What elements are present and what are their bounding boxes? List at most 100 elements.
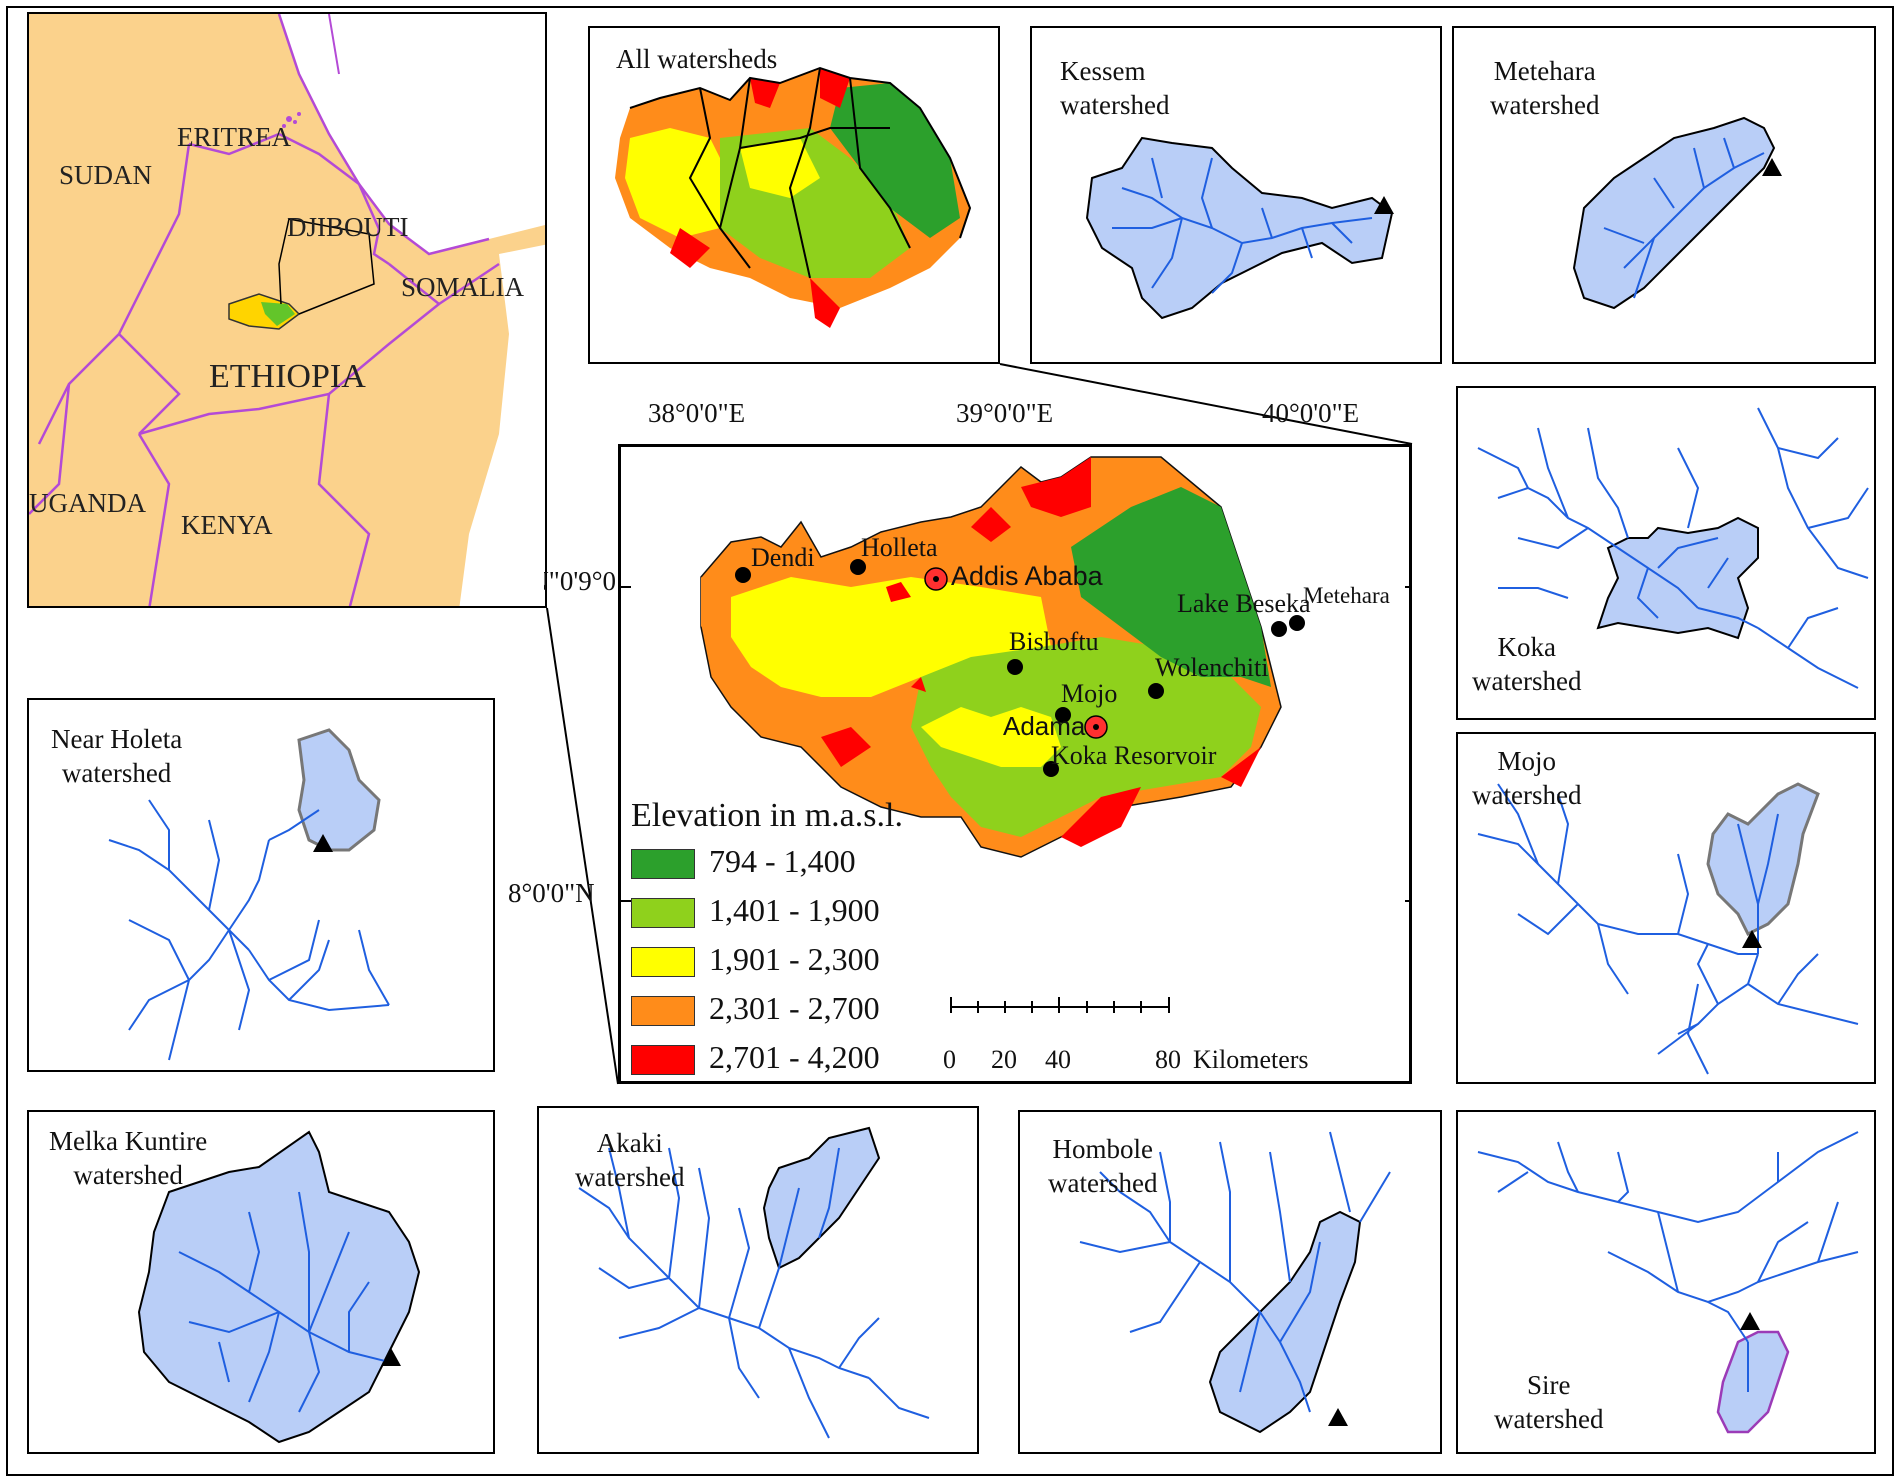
panel-title-hombole: Hombole watershed bbox=[1048, 1134, 1158, 1198]
legend-label-4: 2,301 - 2,700 bbox=[709, 990, 880, 1026]
panel-metehara: Metehara watershed bbox=[1452, 26, 1876, 364]
legend-swatch-2 bbox=[631, 898, 695, 928]
scale-bar bbox=[950, 997, 1170, 1013]
indian-ocean-water bbox=[459, 244, 545, 606]
panel-koka: Koka watershed bbox=[1456, 386, 1876, 720]
town-marker-mojo bbox=[1055, 707, 1071, 723]
country-label-djibouti: DJIBOUTI bbox=[287, 212, 409, 242]
panel-all-watersheds: All watersheds bbox=[588, 26, 1000, 364]
panel-title-melka: Melka Kuntire watershed bbox=[49, 1126, 208, 1190]
main-map-area: Dendi Holleta Addis Ababa Lake Beseka Me… bbox=[618, 444, 1412, 1084]
koka-rivers bbox=[1477, 407, 1869, 689]
scale-unit: Kilometers bbox=[1193, 1045, 1309, 1074]
legend-label-3: 1,901 - 2,300 bbox=[709, 941, 880, 977]
sire-watershed bbox=[1716, 1330, 1790, 1434]
country-borders bbox=[29, 14, 500, 606]
legend-swatch-1 bbox=[631, 849, 695, 879]
dem-lowland-zone bbox=[1071, 487, 1271, 687]
town-label-wolenchiti: Wolenchiti bbox=[1155, 653, 1269, 682]
panel-title-sire: Sire watershed bbox=[1494, 1370, 1604, 1434]
country-label-eritrea: ERITREA bbox=[177, 122, 291, 152]
town-marker-beseka bbox=[1271, 621, 1287, 637]
kessem-rivers bbox=[1112, 157, 1373, 294]
panel-melka-kuntire: Melka Kuntire watershed bbox=[27, 1110, 495, 1454]
panel-title-holeta: Near Holeta watershed bbox=[51, 724, 183, 788]
scale-tick-20: 20 bbox=[991, 1045, 1017, 1074]
holeta-rivers bbox=[108, 799, 390, 1061]
country-label-sudan: SUDAN bbox=[59, 160, 153, 190]
panel-kessem: Kessem watershed bbox=[1030, 26, 1442, 364]
panel-near-holeta: Near Holeta watershed bbox=[27, 698, 495, 1072]
longitude-label-39: 39°0'0"E bbox=[956, 398, 1054, 428]
town-marker-bishoftu bbox=[1007, 659, 1023, 675]
town-marker-metehara bbox=[1289, 615, 1305, 631]
town-label-dendi: Dendi bbox=[751, 543, 815, 572]
panel-hombole: Hombole watershed bbox=[1018, 1110, 1442, 1454]
mojo-rivers bbox=[1477, 783, 1859, 1075]
longitude-label-38: 38°0'0"E bbox=[648, 398, 746, 428]
town-label-addis: Addis Ababa bbox=[951, 561, 1103, 591]
graticule-ticks bbox=[621, 586, 1409, 902]
dem-green-zone bbox=[911, 637, 1261, 837]
panel-title-all: All watersheds bbox=[616, 44, 778, 74]
town-marker-koka bbox=[1043, 761, 1059, 777]
akaki-watershed bbox=[762, 1126, 881, 1270]
town-marker-wolenchiti bbox=[1148, 683, 1164, 699]
latitude-label-8: 8°0'0"N bbox=[508, 878, 595, 908]
capital-markers bbox=[924, 567, 1108, 739]
town-label-beseka: Lake Beseka bbox=[1177, 589, 1311, 618]
scale-tick-0: 0 bbox=[943, 1045, 956, 1074]
metehara-rivers bbox=[1603, 137, 1765, 299]
country-label-ethiopia: ETHIOPIA bbox=[209, 358, 366, 395]
sire-outlet-marker bbox=[1740, 1312, 1760, 1330]
legend-label-2: 1,401 - 1,900 bbox=[709, 892, 880, 928]
town-label-mojo: Mojo bbox=[1061, 679, 1118, 708]
melka-kuntire-outlet-marker bbox=[381, 1348, 401, 1366]
longitude-label-40: 40°0'0"E bbox=[1262, 398, 1360, 428]
dahlak-islands bbox=[282, 112, 301, 128]
holeta-outlet-marker bbox=[313, 834, 333, 852]
legend-swatch-3 bbox=[631, 947, 695, 977]
panel-title-kessem: Kessem watershed bbox=[1060, 56, 1170, 120]
panel-title-koka: Koka watershed bbox=[1472, 632, 1582, 696]
town-label-koka: Koka Resorvoir bbox=[1051, 741, 1217, 770]
town-label-holleta: Holleta bbox=[861, 533, 938, 562]
town-label-bishoftu: Bishoftu bbox=[1009, 627, 1099, 656]
hombole-rivers bbox=[1079, 1131, 1391, 1413]
panel-sire: Sire watershed bbox=[1456, 1110, 1876, 1454]
legend-swatch-5 bbox=[631, 1045, 695, 1075]
koka-watershed bbox=[1596, 516, 1759, 640]
metehara-outlet-marker bbox=[1762, 158, 1782, 176]
town-markers bbox=[735, 559, 1305, 777]
sire-rivers bbox=[1477, 1131, 1859, 1392]
country-label-uganda: UGANDA bbox=[29, 488, 146, 518]
akaki-rivers bbox=[578, 1147, 930, 1439]
mojo-outlet-marker bbox=[1742, 930, 1762, 948]
red-sea-water bbox=[279, 14, 545, 254]
metehara-watershed bbox=[1572, 116, 1776, 310]
scale-tick-80: 80 bbox=[1155, 1045, 1181, 1074]
figure-frame bbox=[6, 6, 1894, 1476]
town-label-adama: Adama bbox=[1003, 711, 1086, 741]
hombole-watershed bbox=[1208, 1210, 1362, 1434]
latitude-label-9: 9°0'0"N bbox=[544, 566, 616, 596]
kessem-watershed bbox=[1085, 136, 1394, 320]
panel-title-mojo: Mojo watershed bbox=[1472, 746, 1582, 810]
kessem-outlet-marker bbox=[1374, 196, 1394, 214]
town-marker-dendi bbox=[735, 567, 751, 583]
panel-title-metehara: Metehara watershed bbox=[1490, 56, 1600, 120]
legend-label-5: 2,701 - 4,200 bbox=[709, 1039, 880, 1075]
legend-swatch-4 bbox=[631, 996, 695, 1026]
locator-map: SUDAN ERITREA DJIBOUTI SOMALIA ETHIOPIA … bbox=[27, 12, 547, 608]
town-label-metehara: Metehara bbox=[1303, 583, 1390, 608]
melka-kuntire-rivers bbox=[178, 1191, 390, 1413]
holeta-watershed bbox=[297, 728, 381, 852]
panel-title-akaki: Akaki watershed bbox=[575, 1128, 685, 1192]
basin-outline-locator bbox=[278, 218, 375, 315]
legend-label-1: 794 - 1,400 bbox=[709, 843, 856, 879]
panel-akaki: Akaki watershed bbox=[537, 1106, 979, 1454]
country-label-somalia: SOMALIA bbox=[401, 272, 525, 302]
study-area-lowlands bbox=[261, 302, 295, 326]
hombole-outlet-marker bbox=[1328, 1408, 1348, 1426]
panel-mojo: Mojo watershed bbox=[1456, 732, 1876, 1084]
